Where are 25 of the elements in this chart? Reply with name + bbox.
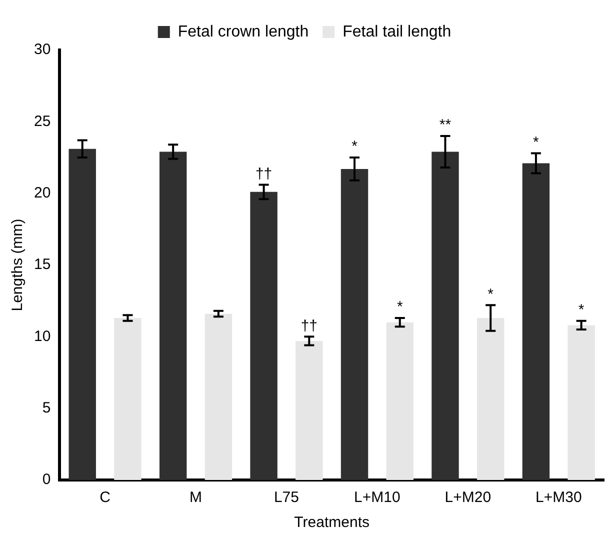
y-tick-label: 10: [34, 328, 51, 345]
legend-label: Fetal tail length: [342, 23, 452, 40]
data-label: *: [533, 134, 540, 151]
data-label: *: [488, 286, 494, 303]
y-tick-label: 20: [34, 184, 51, 202]
x-tick-label: C: [100, 489, 111, 506]
data-label: ††: [300, 317, 318, 334]
x-tick-label: M: [190, 489, 202, 506]
y-tick-label: 15: [34, 256, 51, 274]
data-label: *: [352, 138, 358, 156]
y-tick-label: 25: [34, 112, 51, 130]
y-tick-label: 30: [34, 41, 51, 58]
x-tick-label: L+M30: [535, 489, 582, 506]
x-tick-label: L75: [274, 489, 299, 506]
data-label: *: [578, 302, 584, 319]
x-tick-label: L+M10: [354, 489, 400, 506]
x-tick-label: L+M20: [444, 489, 492, 506]
data-label: ††: [255, 165, 272, 182]
y-tick-label: 5: [42, 399, 51, 416]
legend-label: Fetal crown length: [178, 23, 309, 40]
x-axis-title: Treatments: [294, 514, 370, 532]
y-axis-title: Lengths (mm): [9, 218, 26, 312]
data-label: **: [439, 116, 452, 134]
data-label: *: [396, 298, 403, 316]
y-tick-label: 0: [42, 471, 51, 488]
